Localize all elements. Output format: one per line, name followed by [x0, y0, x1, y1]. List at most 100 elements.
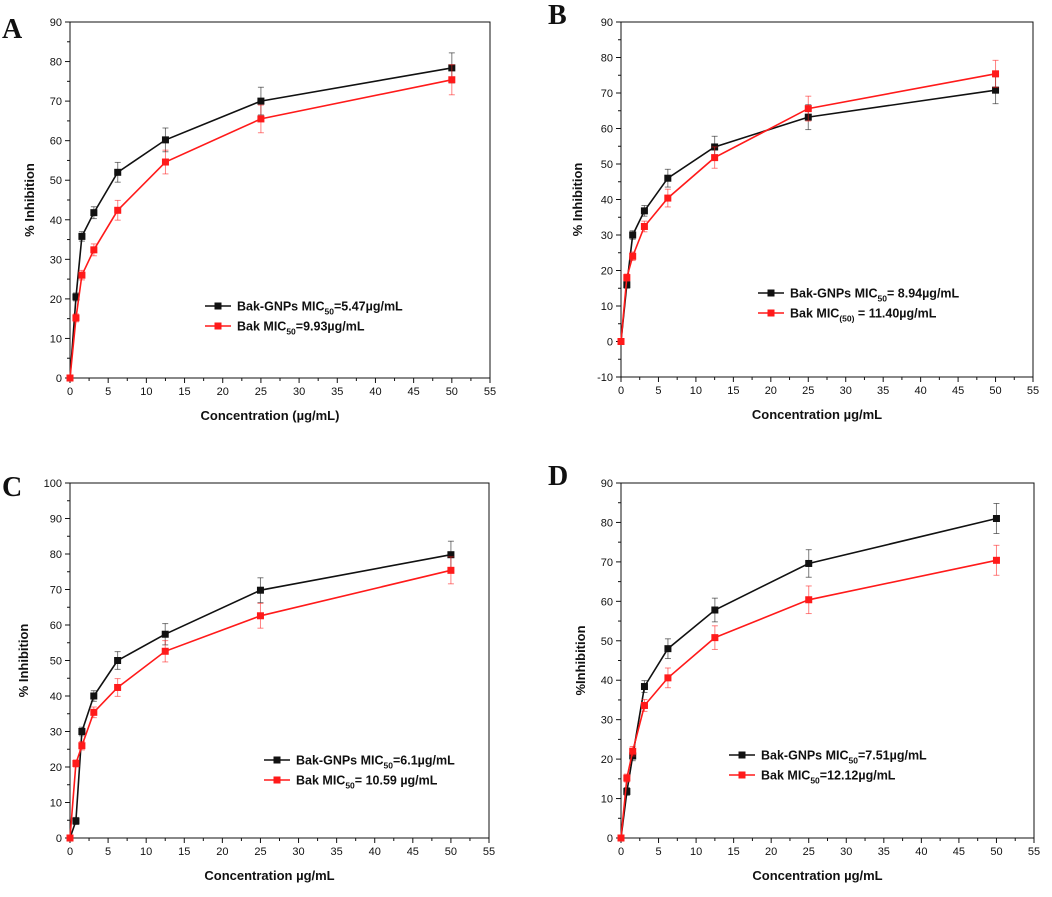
legend-label-value: =9.93µg/mL: [296, 320, 365, 334]
x-tick-label: 40: [915, 385, 927, 397]
x-tick-label: 30: [292, 846, 304, 858]
data-point: [256, 612, 264, 620]
y-tick-label: 80: [601, 517, 613, 529]
data-point: [805, 596, 813, 604]
legend-marker: [273, 756, 281, 764]
data-point: [72, 293, 80, 301]
y-tick-label: 30: [601, 715, 613, 727]
data-point: [90, 708, 98, 716]
x-tick-label: 5: [105, 386, 111, 398]
y-tick-label: 60: [601, 596, 613, 608]
legend-label-subscript: 50: [325, 307, 335, 317]
x-tick-label: 0: [67, 386, 73, 398]
x-tick-label: 30: [840, 846, 852, 858]
series-bak: [66, 64, 456, 382]
x-tick-label: 15: [728, 846, 740, 858]
x-tick-label: 55: [1028, 846, 1040, 858]
y-tick-label: 0: [56, 833, 62, 845]
data-point: [992, 70, 1000, 78]
y-axis-title: % Inhibition: [22, 163, 37, 237]
x-tick-label: 10: [690, 846, 702, 858]
series-line: [69, 553, 452, 839]
legend-marker: [214, 302, 222, 310]
legend-label-main: Bak MIC: [790, 307, 839, 321]
data-point: [448, 76, 456, 84]
x-tick-label: 15: [727, 385, 739, 397]
y-axis-title: % Inhibition: [16, 624, 31, 698]
y-tick-label: 40: [50, 215, 62, 227]
legend-label-subscript: 50: [849, 756, 859, 766]
data-point: [72, 314, 80, 322]
y-tick-label: 20: [601, 754, 613, 766]
legend-marker: [738, 771, 746, 779]
legend-label-value: = 8.94µg/mL: [887, 287, 960, 301]
data-point: [66, 834, 74, 842]
y-tick-label: 10: [601, 794, 613, 806]
data-point: [161, 158, 169, 166]
data-point: [78, 728, 86, 735]
legend-label-main: Bak-GNPs MIC: [790, 287, 878, 301]
x-tick-label: 50: [990, 846, 1002, 858]
x-tick-label: 55: [1027, 385, 1039, 397]
y-tick-label: 10: [50, 333, 62, 345]
data-point: [114, 683, 122, 691]
data-point: [992, 556, 1000, 564]
y-tick-label: 10: [601, 301, 613, 313]
legend-marker: [767, 289, 775, 297]
data-point: [992, 86, 1000, 94]
legend-label-main: Bak-GNPs MIC: [296, 754, 384, 768]
data-point: [617, 834, 625, 842]
data-point: [664, 194, 672, 202]
data-point: [629, 252, 637, 260]
y-tick-label: 90: [601, 17, 613, 29]
legend-label: Bak-GNPs MIC50=7.51µg/mL: [761, 749, 927, 766]
x-tick-label: 25: [255, 386, 267, 398]
data-point: [640, 222, 648, 230]
data-point: [629, 747, 637, 755]
legend-label-main: Bak MIC: [237, 320, 286, 334]
data-point: [78, 742, 86, 750]
data-point: [90, 246, 98, 254]
legend-label-subscript: 50: [878, 294, 888, 304]
legend-label-value: = 11.40µg/mL: [854, 307, 936, 321]
panel-letter: D: [548, 461, 568, 492]
panel-letter: A: [2, 14, 23, 45]
data-point: [256, 586, 264, 594]
y-tick-label: 30: [601, 230, 613, 242]
data-point: [664, 174, 672, 182]
data-point: [90, 692, 98, 700]
y-tick-label: 70: [601, 88, 613, 100]
x-tick-label: 5: [655, 385, 661, 397]
y-tick-label: 20: [601, 266, 613, 278]
legend-label-subscript: 50: [345, 781, 355, 791]
data-point: [78, 232, 86, 240]
data-point: [629, 231, 637, 239]
panel-letter: B: [548, 0, 567, 31]
x-tick-label: 25: [802, 385, 814, 397]
x-tick-label: 40: [915, 846, 927, 858]
legend-label: Bak MIC50=12.12µg/mL: [761, 769, 896, 786]
y-tick-label: 70: [50, 96, 62, 108]
series-line: [620, 517, 997, 839]
x-tick-label: 40: [369, 386, 381, 398]
chart-panel-c: C 0 5 10 15 20 25 30 35 40 45 50 55 0 10 20 30 40 50 60 70 80…: [2, 472, 495, 883]
data-point: [72, 817, 80, 825]
data-point: [711, 634, 719, 642]
legend-marker: [738, 751, 746, 759]
y-tick-label: 70: [601, 557, 613, 569]
x-tick-label: 35: [331, 386, 343, 398]
legend-marker: [767, 309, 775, 317]
y-tick-label: 0: [607, 337, 613, 349]
x-axis-title: Concentration µg/mL: [204, 868, 334, 883]
legend-label-main: Bak MIC: [761, 769, 810, 783]
x-tick-label: 15: [178, 846, 190, 858]
data-point: [640, 701, 648, 709]
legend-label-value: =6.1µg/mL: [393, 754, 455, 768]
y-tick-label: 40: [601, 195, 613, 207]
chart-panel-b: B 0 5 10 15 20 25 30 35 40 45 50 55 -10 0 10 20 30 40 50 60 7…: [548, 0, 1039, 422]
data-point: [161, 630, 169, 638]
x-axis-title: Concentration µg/mL: [752, 868, 882, 883]
x-tick-label: 5: [105, 846, 111, 858]
x-tick-label: 15: [178, 386, 190, 398]
chart-panel-a: A 0 5 10 15 20 25 30 35 40 45 50 55 0 10 20 30 40 50 60 70 80…: [2, 14, 496, 423]
